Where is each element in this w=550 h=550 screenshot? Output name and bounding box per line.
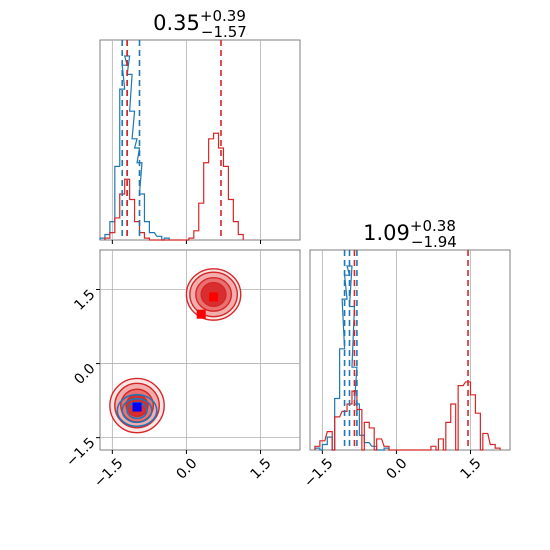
blue-density-contour — [121, 397, 153, 424]
y-tick-label: 0.0 — [71, 361, 98, 388]
y-tick-label: 1.5 — [71, 287, 98, 314]
title-param-2: 1.09+0.38 −1.94 — [363, 217, 457, 251]
red-marker — [209, 292, 219, 302]
blue-histogram — [99, 55, 170, 241]
marginal-panel-param-2: −1.5 0.0 1.5 — [301, 249, 511, 491]
panel-titles: 0.35+0.39 −1.57 1.09+0.38 −1.94 — [153, 7, 457, 251]
joint-panel: −1.5 0.0 1.5 −1.5 0.0 1.5 — [63, 249, 301, 491]
x-tick-label: 1.5 — [248, 456, 275, 483]
x-tick-label: −1.5 — [301, 456, 336, 491]
red-histogram — [314, 381, 501, 451]
title-median: 0.35 — [153, 11, 200, 35]
blue-marker — [132, 402, 142, 412]
title-minus-error: −1.94 — [411, 233, 457, 251]
x-tick-label: 0.0 — [174, 456, 201, 483]
title-minus-error: −1.57 — [201, 23, 247, 41]
x-tick-label: −1.5 — [91, 456, 126, 491]
title-median: 1.09 — [363, 221, 410, 245]
panel-frame — [99, 249, 301, 451]
x-tick-label: 1.5 — [458, 456, 485, 483]
x-tick-label: 0.0 — [384, 456, 411, 483]
blue-histogram — [314, 265, 390, 451]
marginal-panel-param-1 — [99, 39, 301, 244]
title-plus-error: +0.39 — [200, 7, 246, 25]
blue-density-contour — [116, 393, 158, 428]
panel-frame — [99, 39, 301, 241]
title-plus-error: +0.38 — [410, 217, 456, 235]
red-histogram — [104, 132, 244, 241]
title-param-1: 0.35+0.39 −1.57 — [153, 7, 247, 41]
red-marker — [196, 309, 206, 319]
y-tick-label: −1.5 — [63, 435, 98, 470]
